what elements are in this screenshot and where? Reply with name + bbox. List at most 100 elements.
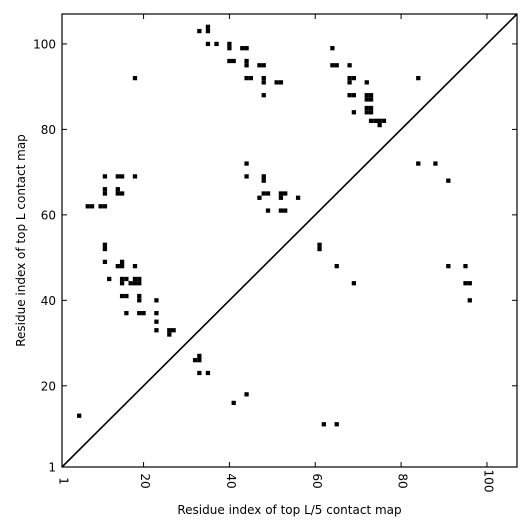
y-tick-label: 80 [41,123,56,137]
x-tick-label: 80 [396,473,410,488]
contact-point-upper [227,41,232,47]
contact-point-upper [368,118,374,123]
contact-point-upper [364,93,369,98]
contact-point-upper [283,208,288,213]
contact-point-upper [231,58,236,64]
contact-point-upper [167,328,172,333]
contact-point-upper [274,80,279,85]
contact-point-upper [154,319,159,324]
y-tick-label: 60 [41,208,56,222]
contact-point-upper [330,46,335,51]
diagonal-line [61,13,518,468]
contact-point-upper [154,298,159,303]
contact-point-upper [102,259,108,264]
y-tick-label: 40 [41,294,56,308]
contact-point-lower [467,281,472,286]
contact-point-upper [261,191,266,196]
contact-point-upper [347,80,352,85]
contact-point-upper [368,110,374,115]
contact-point-upper [214,41,219,47]
x-tick-label: 1 [57,477,71,485]
contact-point-upper [347,75,352,81]
contact-point-upper [261,75,266,81]
contact-point-upper [351,93,357,98]
contact-point-upper [257,195,262,200]
data-points [77,24,472,427]
contact-point-upper [227,58,232,64]
contact-point-upper [295,195,301,200]
contact-point-upper [137,311,142,316]
y-tick-label: 20 [41,379,56,393]
contact-point-lower [334,422,339,427]
contact-point-upper [171,328,176,333]
contact-point-upper [102,242,108,247]
contact-point-upper [330,63,335,68]
contact-point-upper [317,246,322,252]
contact-point-upper [351,75,357,81]
contact-point-upper [124,293,129,299]
contact-point-upper [124,311,129,316]
y-tick-label: 100 [33,37,56,51]
contact-point-upper [197,358,202,363]
contact-point-upper [205,370,211,376]
x-axis-title: Residue index of top L/5 contact map [177,503,401,517]
contact-point-upper [137,276,142,282]
contact-point-upper [102,246,108,252]
contact-point-upper [377,118,382,123]
contact-point-upper [364,110,369,115]
contact-point-upper [141,311,146,316]
contact-point-upper [244,161,249,166]
contact-point-upper [119,264,125,269]
contact-point-upper [154,328,159,333]
contact-point-lower [244,392,249,397]
contact-point-upper [119,174,125,179]
contact-point-upper [278,191,284,196]
contact-point-upper [137,298,142,303]
y-axis-ticks: 1 20 40 60 80 100 [33,37,517,475]
contact-point-upper [85,204,90,209]
contact-point-upper [244,174,249,179]
contact-point-lower [467,298,472,303]
contact-point-upper [115,191,120,196]
contact-point-upper [364,80,369,85]
contact-point-upper [227,46,232,51]
contact-point-upper [347,93,352,98]
contact-point-upper [107,276,112,282]
contact-point-upper [334,264,339,269]
contact-point-lower [463,264,468,269]
contact-point-upper [115,264,120,269]
contact-point-upper [265,191,271,196]
contact-point-upper [102,187,108,192]
contact-point-upper [278,80,284,85]
contact-point-upper [98,204,103,209]
contact-point-upper [154,311,159,316]
contact-point-upper [278,195,284,200]
contact-point-upper [244,75,249,81]
contact-point-upper [89,204,95,209]
contact-point-upper [192,358,198,363]
contact-point-lower [231,400,236,406]
contact-point-upper [102,174,108,179]
contact-point-upper [377,122,382,128]
x-tick-label: 20 [138,473,152,488]
contact-point-upper [334,63,339,68]
contact-point-upper [368,97,374,102]
y-tick-label: 1 [48,461,56,475]
contact-point-upper [119,191,125,196]
contact-point-upper [351,281,357,286]
contact-point-upper [265,208,271,213]
contact-point-upper [197,28,202,34]
contact-point-upper [373,118,378,123]
contact-point-upper [368,93,374,98]
contact-point-upper [128,281,133,286]
contact-point-upper [132,174,138,179]
contact-point-upper [278,208,284,213]
contact-point-lower [321,422,326,427]
contact-point-upper [119,293,125,299]
contact-point-upper [132,276,138,282]
contact-point-lower [463,281,468,286]
contact-point-upper [244,63,249,68]
contact-point-upper [132,75,138,81]
contact-point-upper [283,191,288,196]
